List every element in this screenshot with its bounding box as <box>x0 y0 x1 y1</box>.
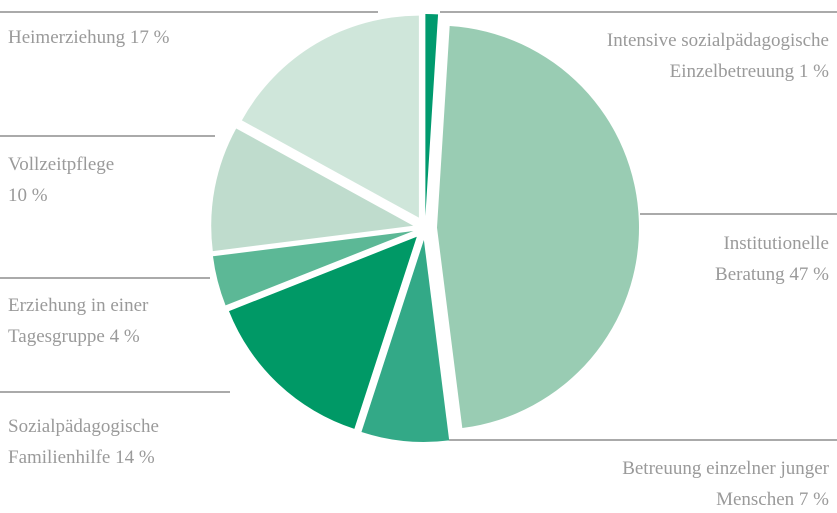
pie-slice <box>361 239 450 442</box>
value-label: 14 % <box>115 447 155 468</box>
value-label: 1 % <box>798 61 829 82</box>
value-label: 10 % <box>8 185 48 206</box>
category-name: Institutionelle Beratung <box>715 233 829 285</box>
category-name: Betreuung einzelner junger Menschen <box>622 458 829 510</box>
value-label: 4 % <box>109 326 140 347</box>
category-name: Sozialpädagogische Familienhilfe <box>8 416 159 468</box>
slice-label: Heimerziehung 17 % <box>8 22 308 53</box>
category-name: Erziehung in einer Tagesgruppe <box>8 295 149 347</box>
pie-slice <box>212 230 414 306</box>
pie-slice <box>211 128 414 252</box>
slice-label: Sozialpädagogische Familienhilfe 14 % <box>8 411 228 473</box>
slice-label: Betreuung einzelner junger Menschen 7 % <box>589 453 829 513</box>
slice-label: Institutionelle Beratung 47 % <box>659 228 829 290</box>
value-label: 7 % <box>798 489 829 510</box>
pie-slice <box>241 15 419 218</box>
pie-slice <box>425 14 439 217</box>
slice-label: Intensive sozialpädagogische Einzelbetre… <box>529 25 829 87</box>
slice-label: Erziehung in einer Tagesgruppe 4 % <box>8 290 218 352</box>
category-name: Intensive sozialpädagogische Einzelbetre… <box>606 30 829 82</box>
slice-label: Vollzeitpflege 10 % <box>8 149 158 211</box>
value-label: 17 % <box>129 27 170 48</box>
pie-slice <box>228 236 417 429</box>
category-name: Heimerziehung <box>8 27 126 48</box>
pie-slice <box>436 26 640 429</box>
category-name: Vollzeitpflege <box>8 154 115 175</box>
value-label: 47 % <box>789 264 829 285</box>
